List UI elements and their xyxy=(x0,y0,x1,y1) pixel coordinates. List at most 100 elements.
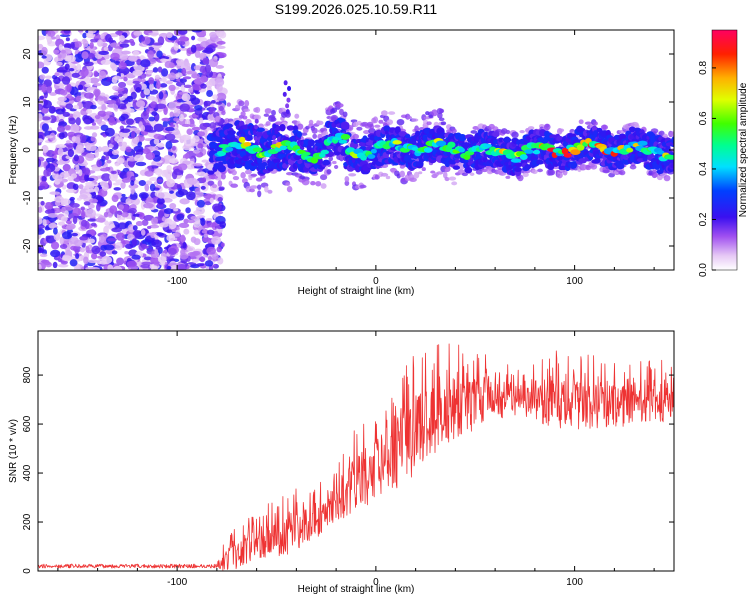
noise-blob xyxy=(69,203,80,208)
band-blob xyxy=(256,127,265,132)
noise-blob xyxy=(143,256,152,261)
haze-blob xyxy=(437,112,443,119)
noise-blob xyxy=(131,238,138,247)
noise-blob xyxy=(45,135,54,139)
noise-blob xyxy=(53,76,61,85)
noise-blob xyxy=(117,222,128,230)
noise-blob xyxy=(190,44,197,53)
noise-blob xyxy=(120,216,126,221)
noise-blob xyxy=(85,189,96,193)
ridge-blob xyxy=(561,147,569,155)
noise-blob xyxy=(206,229,215,235)
haze-blob xyxy=(469,172,475,176)
noise-blob xyxy=(88,30,97,34)
haze-blob xyxy=(593,121,598,126)
noise-blob xyxy=(78,184,84,190)
noise-blob xyxy=(115,98,121,106)
noise-blob xyxy=(193,229,200,236)
noise-blob xyxy=(112,182,121,186)
noise-blob xyxy=(119,43,130,48)
noise-blob xyxy=(107,237,118,242)
noise-blob xyxy=(157,256,167,263)
haze-blob xyxy=(444,168,450,172)
noise-blob xyxy=(85,181,95,186)
spur-blob xyxy=(285,109,290,115)
haze-blob xyxy=(380,110,388,116)
chart-title: S199.2026.025.10.59.R11 xyxy=(275,1,438,17)
noise-blob xyxy=(90,104,97,110)
noise-blob xyxy=(75,95,82,102)
noise-blob xyxy=(91,252,98,260)
band-blob xyxy=(227,130,236,135)
noise-blob xyxy=(207,194,217,201)
noise-blob xyxy=(99,167,110,172)
noise-blob xyxy=(65,37,70,42)
ridge-blob xyxy=(483,143,492,148)
haze-blob xyxy=(209,106,216,114)
colorbar-label: Normalized spectral amplitude xyxy=(738,82,749,217)
noise-blob xyxy=(168,101,177,111)
noise-blob xyxy=(103,182,109,188)
noise-blob xyxy=(123,93,128,99)
noise-blob xyxy=(75,117,81,126)
noise-blob xyxy=(126,95,134,103)
ridge-blob xyxy=(423,147,433,153)
noise-blob xyxy=(143,214,155,221)
spectrogram-ytick-label: 10 xyxy=(22,96,33,108)
noise-blob xyxy=(103,244,115,251)
noise-blob xyxy=(54,196,64,203)
noise-blob xyxy=(74,41,82,48)
noise-blob xyxy=(118,131,130,138)
haze-blob xyxy=(265,121,271,126)
haze-blob xyxy=(231,169,237,176)
band-blob xyxy=(671,136,674,144)
noise-blob xyxy=(133,30,143,36)
noise-blob xyxy=(112,85,119,91)
noise-blob xyxy=(169,203,177,209)
noise-blob xyxy=(78,169,83,177)
ridge-blob xyxy=(637,140,648,146)
colorbar-tick-label: 0.2 xyxy=(698,212,709,226)
noise-blob xyxy=(166,32,173,39)
noise-blob xyxy=(101,173,111,182)
noise-blob xyxy=(68,68,75,72)
ridge-blob xyxy=(302,151,311,156)
ridge-blob xyxy=(458,147,465,153)
haze-blob xyxy=(374,124,381,128)
band-blob xyxy=(217,165,226,173)
noise-blob xyxy=(101,255,113,265)
haze-blob xyxy=(602,169,611,174)
haze-blob xyxy=(218,186,225,190)
band-blob xyxy=(322,160,331,166)
haze-blob xyxy=(522,172,529,178)
band-blob xyxy=(514,166,522,173)
noise-blob xyxy=(46,168,52,177)
band-blob xyxy=(279,123,286,132)
haze-blob xyxy=(238,100,245,107)
noise-blob xyxy=(129,127,140,131)
noise-blob xyxy=(125,146,132,153)
noise-blob xyxy=(70,41,75,49)
haze-blob xyxy=(421,167,426,172)
noise-blob xyxy=(72,215,78,225)
haze-blob xyxy=(312,133,318,139)
noise-blob xyxy=(165,126,175,132)
noise-blob xyxy=(162,93,168,99)
noise-blob xyxy=(57,258,62,263)
haze-blob xyxy=(356,126,363,131)
noise-blob xyxy=(57,96,67,102)
noise-blob xyxy=(212,203,222,212)
noise-blob xyxy=(38,113,43,122)
noise-blob xyxy=(103,211,109,218)
noise-blob xyxy=(84,92,94,99)
noise-blob xyxy=(193,65,201,71)
noise-blob xyxy=(203,233,209,238)
noise-blob xyxy=(89,125,100,130)
noise-blob xyxy=(177,163,188,171)
spur-blob xyxy=(272,123,277,129)
noise-blob xyxy=(111,194,119,203)
noise-blob xyxy=(155,245,162,250)
noise-blob xyxy=(179,47,188,51)
haze-blob xyxy=(385,175,391,180)
noise-blob xyxy=(63,43,73,49)
